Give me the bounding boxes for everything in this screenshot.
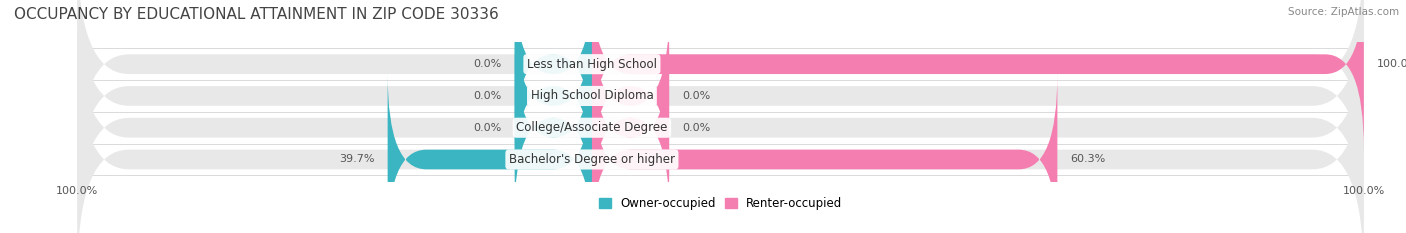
FancyBboxPatch shape [515,0,592,150]
FancyBboxPatch shape [592,42,669,213]
Legend: Owner-occupied, Renter-occupied: Owner-occupied, Renter-occupied [593,192,848,215]
Text: 0.0%: 0.0% [474,123,502,133]
FancyBboxPatch shape [77,0,1364,182]
FancyBboxPatch shape [388,74,592,233]
FancyBboxPatch shape [592,74,1057,233]
FancyBboxPatch shape [592,10,669,182]
Text: 0.0%: 0.0% [682,91,710,101]
Text: OCCUPANCY BY EDUCATIONAL ATTAINMENT IN ZIP CODE 30336: OCCUPANCY BY EDUCATIONAL ATTAINMENT IN Z… [14,7,499,22]
FancyBboxPatch shape [77,42,1364,233]
FancyBboxPatch shape [592,0,1364,150]
Text: 60.3%: 60.3% [1070,154,1105,164]
Text: Bachelor's Degree or higher: Bachelor's Degree or higher [509,153,675,166]
FancyBboxPatch shape [515,42,592,213]
Text: Less than High School: Less than High School [527,58,657,71]
Text: 100.0%: 100.0% [1376,59,1406,69]
Text: 0.0%: 0.0% [474,59,502,69]
FancyBboxPatch shape [77,10,1364,233]
Text: 0.0%: 0.0% [474,91,502,101]
Text: 39.7%: 39.7% [339,154,375,164]
Text: High School Diploma: High School Diploma [530,89,654,103]
Text: Source: ZipAtlas.com: Source: ZipAtlas.com [1288,7,1399,17]
FancyBboxPatch shape [77,0,1364,213]
FancyBboxPatch shape [515,10,592,182]
Text: 0.0%: 0.0% [682,123,710,133]
Text: College/Associate Degree: College/Associate Degree [516,121,668,134]
